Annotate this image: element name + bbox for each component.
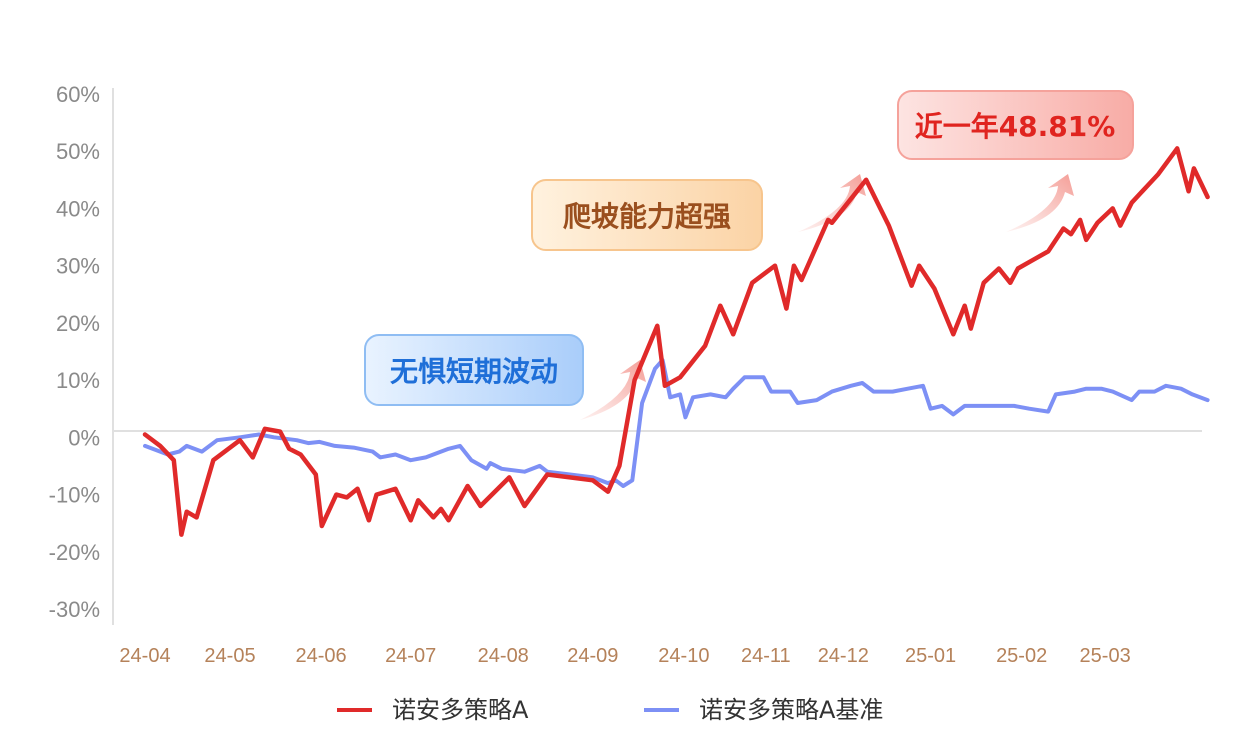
y-tick-label: 20%	[56, 311, 100, 336]
y-tick-label: 10%	[56, 368, 100, 393]
x-tick-label: 24-04	[119, 645, 170, 667]
y-tick-label: 40%	[56, 196, 100, 221]
y-tick-label: -20%	[49, 540, 100, 565]
x-tick-label: 25-01	[905, 645, 956, 667]
x-tick-labels: 24-04 24-05 24-06 24-07 24-08 24-09 24-10 24-11…	[119, 645, 1130, 667]
y-tick-labels: 60% 50% 40% 30% 20% 10% 0% -10% -20% -30%	[49, 82, 100, 622]
x-tick-label: 24-12	[818, 645, 869, 667]
x-tick-label: 24-06	[296, 645, 347, 667]
y-tick-label: -10%	[49, 483, 100, 508]
x-tick-label: 24-07	[385, 645, 436, 667]
y-tick-label: 0%	[68, 425, 100, 450]
y-tick-label: -30%	[49, 597, 100, 622]
trend-arrow-icon	[798, 174, 866, 232]
x-tick-label: 24-08	[478, 645, 529, 667]
x-tick-label: 25-02	[996, 645, 1047, 667]
x-tick-label: 24-10	[658, 645, 709, 667]
callout-label: 无惧短期波动	[390, 355, 558, 388]
callout-label: 近一年48.81%	[915, 110, 1116, 143]
callout-climbing-ability: 爬坡能力超强	[531, 179, 763, 251]
series-line-fund	[142, 146, 1210, 537]
x-tick-label: 25-03	[1080, 645, 1131, 667]
x-tick-label: 24-11	[741, 645, 791, 667]
y-tick-label: 50%	[56, 139, 100, 164]
trend-arrow-icon	[580, 360, 646, 420]
series-line-benchmark	[143, 358, 1210, 488]
legend-label-fund: 诺安多策略A	[392, 696, 529, 724]
trend-arrow-icon	[1006, 174, 1074, 232]
callout-short-term-volatility: 无惧短期波动	[364, 334, 584, 406]
x-tick-label: 24-09	[567, 645, 618, 667]
callout-one-year-return: 近一年48.81%	[897, 90, 1134, 160]
y-tick-label: 30%	[56, 254, 100, 279]
callout-label: 爬坡能力超强	[563, 200, 731, 233]
x-tick-label: 24-05	[204, 645, 255, 667]
y-tick-label: 60%	[56, 82, 100, 107]
legend-label-benchmark: 诺安多策略A基准	[699, 696, 883, 724]
legend: 诺安多策略A 诺安多策略A基准	[337, 696, 883, 724]
